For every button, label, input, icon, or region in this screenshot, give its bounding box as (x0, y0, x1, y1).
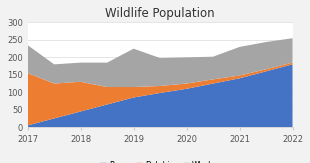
Title: Wildlife Population: Wildlife Population (105, 7, 215, 20)
Legend: Bears, Dolphins, Whales: Bears, Dolphins, Whales (97, 158, 223, 163)
